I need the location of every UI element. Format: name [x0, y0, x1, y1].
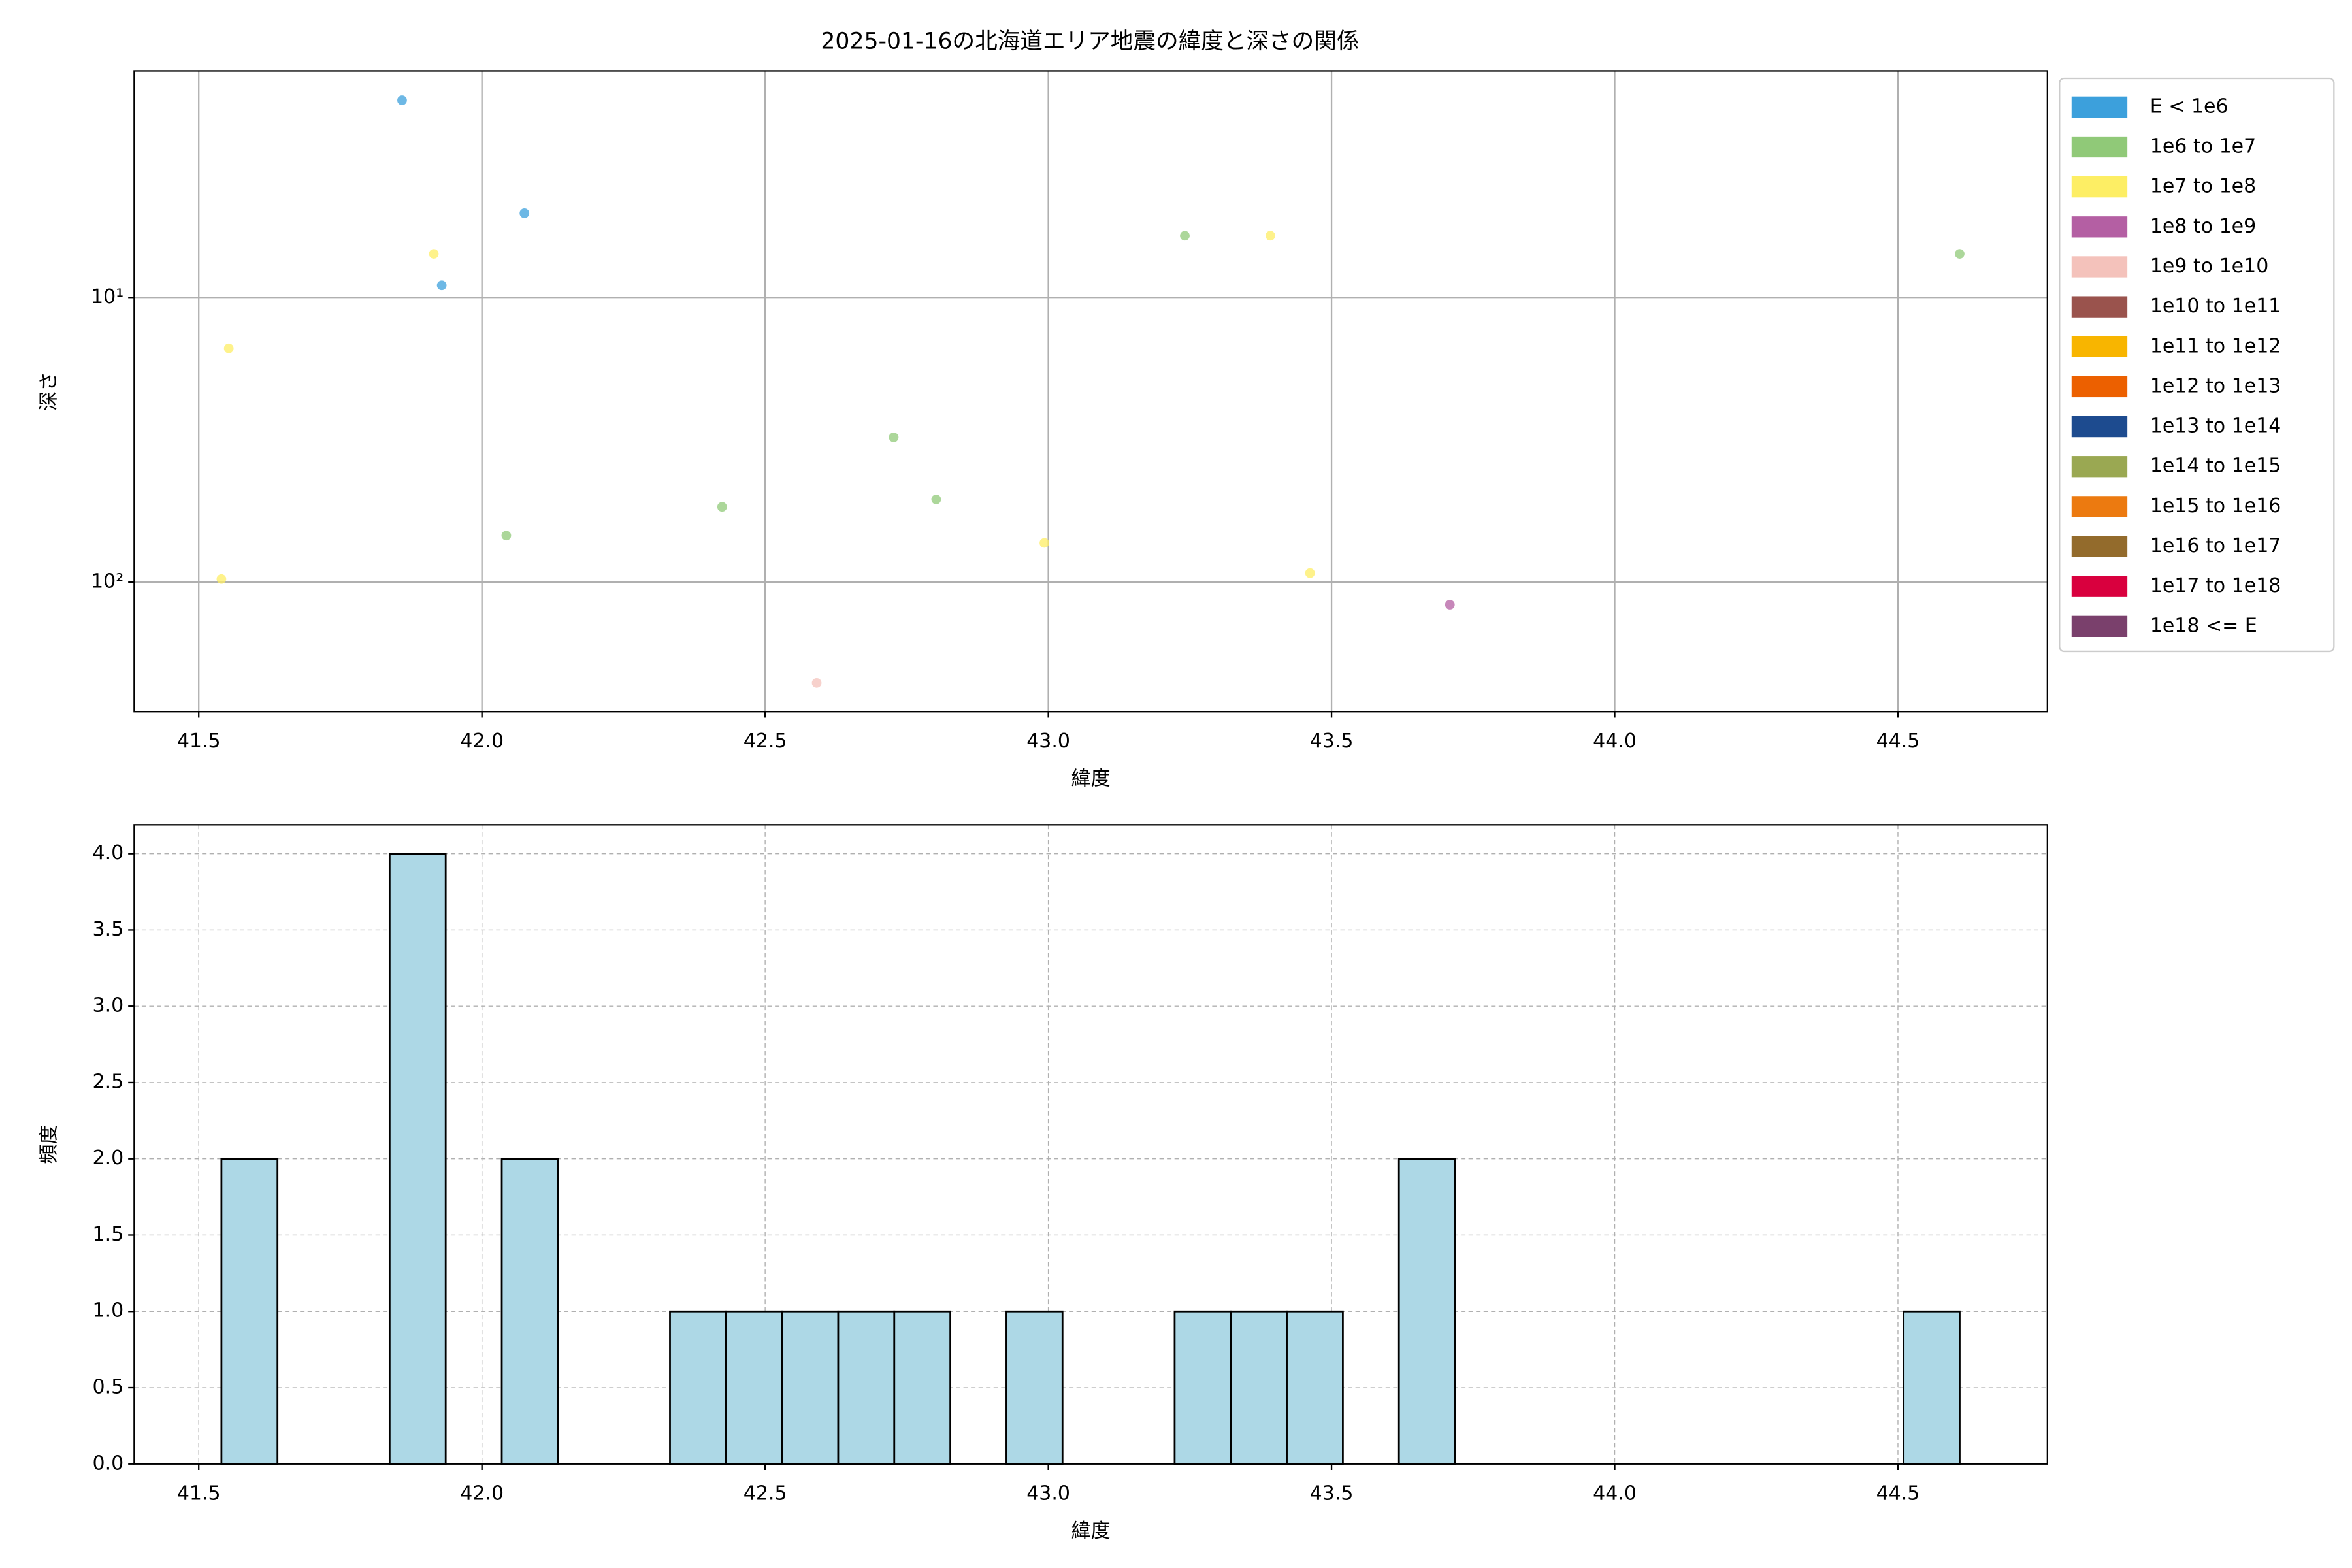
point: [717, 502, 727, 512]
y-tick-label: 10¹: [91, 286, 123, 308]
chart-title: 2025-01-16の北海道エリア地震の緯度と深さの関係: [821, 29, 1359, 55]
legend-swatch: [2071, 296, 2128, 318]
point: [931, 494, 941, 504]
bar: [781, 1310, 840, 1465]
x-tick-label: 44.5: [1876, 1482, 1920, 1505]
x-axis-label: 緯度: [1071, 1520, 1111, 1543]
legend-label: 1e9 to 1e10: [2150, 255, 2269, 278]
legend-label: 1e15 to 1e16: [2150, 495, 2281, 517]
x-tick-label: 44.5: [1876, 730, 1920, 753]
legend-swatch: [2071, 176, 2128, 198]
legend-swatch: [2071, 256, 2128, 278]
bar: [1903, 1310, 1961, 1465]
y-tick-label: 3.5: [93, 918, 124, 941]
y-tick-label: 4.0: [93, 841, 124, 864]
legend-label: 1e16 to 1e17: [2150, 534, 2281, 557]
x-tick-label: 42.0: [460, 730, 504, 753]
y-axis-label: 深さ: [38, 372, 61, 411]
y-tick-label: 1.5: [93, 1223, 124, 1246]
bar: [1230, 1310, 1288, 1465]
legend-swatch: [2071, 376, 2128, 398]
bar: [893, 1310, 952, 1465]
y-tick-label: 10²: [91, 570, 123, 593]
y-tick-label: 2.5: [93, 1070, 124, 1093]
legend-swatch: [2071, 96, 2128, 118]
point: [1266, 231, 1275, 241]
bar: [669, 1310, 727, 1465]
plot-area: [134, 71, 2048, 712]
point: [811, 678, 822, 688]
bar: [837, 1310, 896, 1465]
point: [1039, 538, 1049, 548]
legend-label: 1e14 to 1e15: [2150, 455, 2281, 478]
bar: [1397, 1158, 1456, 1465]
bar: [1005, 1310, 1064, 1465]
x-tick-label: 43.0: [1026, 730, 1070, 753]
point: [519, 208, 530, 218]
bar: [500, 1158, 559, 1465]
bar: [220, 1158, 279, 1465]
legend-label: 1e6 to 1e7: [2150, 135, 2256, 158]
point: [223, 343, 234, 353]
legend-swatch: [2071, 576, 2128, 597]
bar: [1286, 1310, 1344, 1465]
legend-swatch: [2071, 496, 2128, 517]
x-tick-label: 43.0: [1026, 1482, 1070, 1505]
legend-label: 1e10 to 1e11: [2150, 295, 2281, 318]
y-tick-label: 2.0: [93, 1147, 124, 1169]
y-axis-label: 頻度: [38, 1125, 61, 1164]
x-axis-label: 緯度: [1071, 768, 1111, 791]
legend-swatch: [2071, 416, 2128, 438]
legend-swatch: [2071, 336, 2128, 357]
bar: [388, 853, 447, 1465]
legend-swatch: [2071, 536, 2128, 557]
legend-swatch: [2071, 456, 2128, 478]
legend-label: 1e18 <= E: [2150, 614, 2257, 637]
bar: [1173, 1310, 1232, 1465]
y-tick-label: 0.5: [93, 1376, 124, 1399]
point: [216, 574, 227, 584]
point: [1445, 600, 1455, 610]
legend-swatch: [2071, 216, 2128, 238]
point: [1955, 249, 1965, 259]
y-tick-label: 1.0: [93, 1299, 124, 1322]
legend-label: 1e11 to 1e12: [2150, 335, 2281, 357]
legend-label: 1e7 to 1e8: [2150, 175, 2256, 198]
x-tick-label: 44.0: [1593, 730, 1637, 753]
legend-label: 1e8 to 1e9: [2150, 215, 2256, 238]
point: [429, 249, 439, 259]
legend: E < 1e6 1e6 to 1e7 1e7 to 1e8 1e8 to 1e9 1e9…: [2059, 77, 2335, 653]
x-tick-label: 41.5: [177, 730, 221, 753]
point: [889, 433, 899, 442]
y-tick-label: 0.0: [93, 1452, 124, 1475]
legend-label: 1e17 to 1e18: [2150, 574, 2281, 597]
x-tick-label: 41.5: [177, 1482, 221, 1505]
x-tick-label: 42.5: [743, 730, 787, 753]
legend-swatch: [2071, 136, 2128, 158]
plot-area: [134, 825, 2048, 1464]
legend-label: 1e12 to 1e13: [2150, 374, 2281, 397]
x-tick-label: 43.5: [1310, 1482, 1354, 1505]
plot-frame: [133, 824, 2048, 1465]
legend-swatch: [2071, 615, 2128, 637]
x-tick-label: 42.0: [460, 1482, 504, 1505]
point: [501, 531, 512, 541]
x-tick-label: 42.5: [743, 1482, 787, 1505]
legend-label: 1e13 to 1e14: [2150, 415, 2281, 438]
legend-label: E < 1e6: [2150, 95, 2229, 118]
point: [1180, 231, 1190, 241]
bar: [725, 1310, 783, 1465]
legend-box: [2059, 77, 2335, 653]
point: [397, 95, 407, 105]
x-tick-label: 43.5: [1310, 730, 1354, 753]
y-tick-label: 3.0: [93, 994, 124, 1017]
plot-frame: [133, 70, 2048, 713]
point: [1305, 568, 1315, 578]
x-tick-label: 44.0: [1593, 1482, 1637, 1505]
point: [436, 280, 447, 291]
